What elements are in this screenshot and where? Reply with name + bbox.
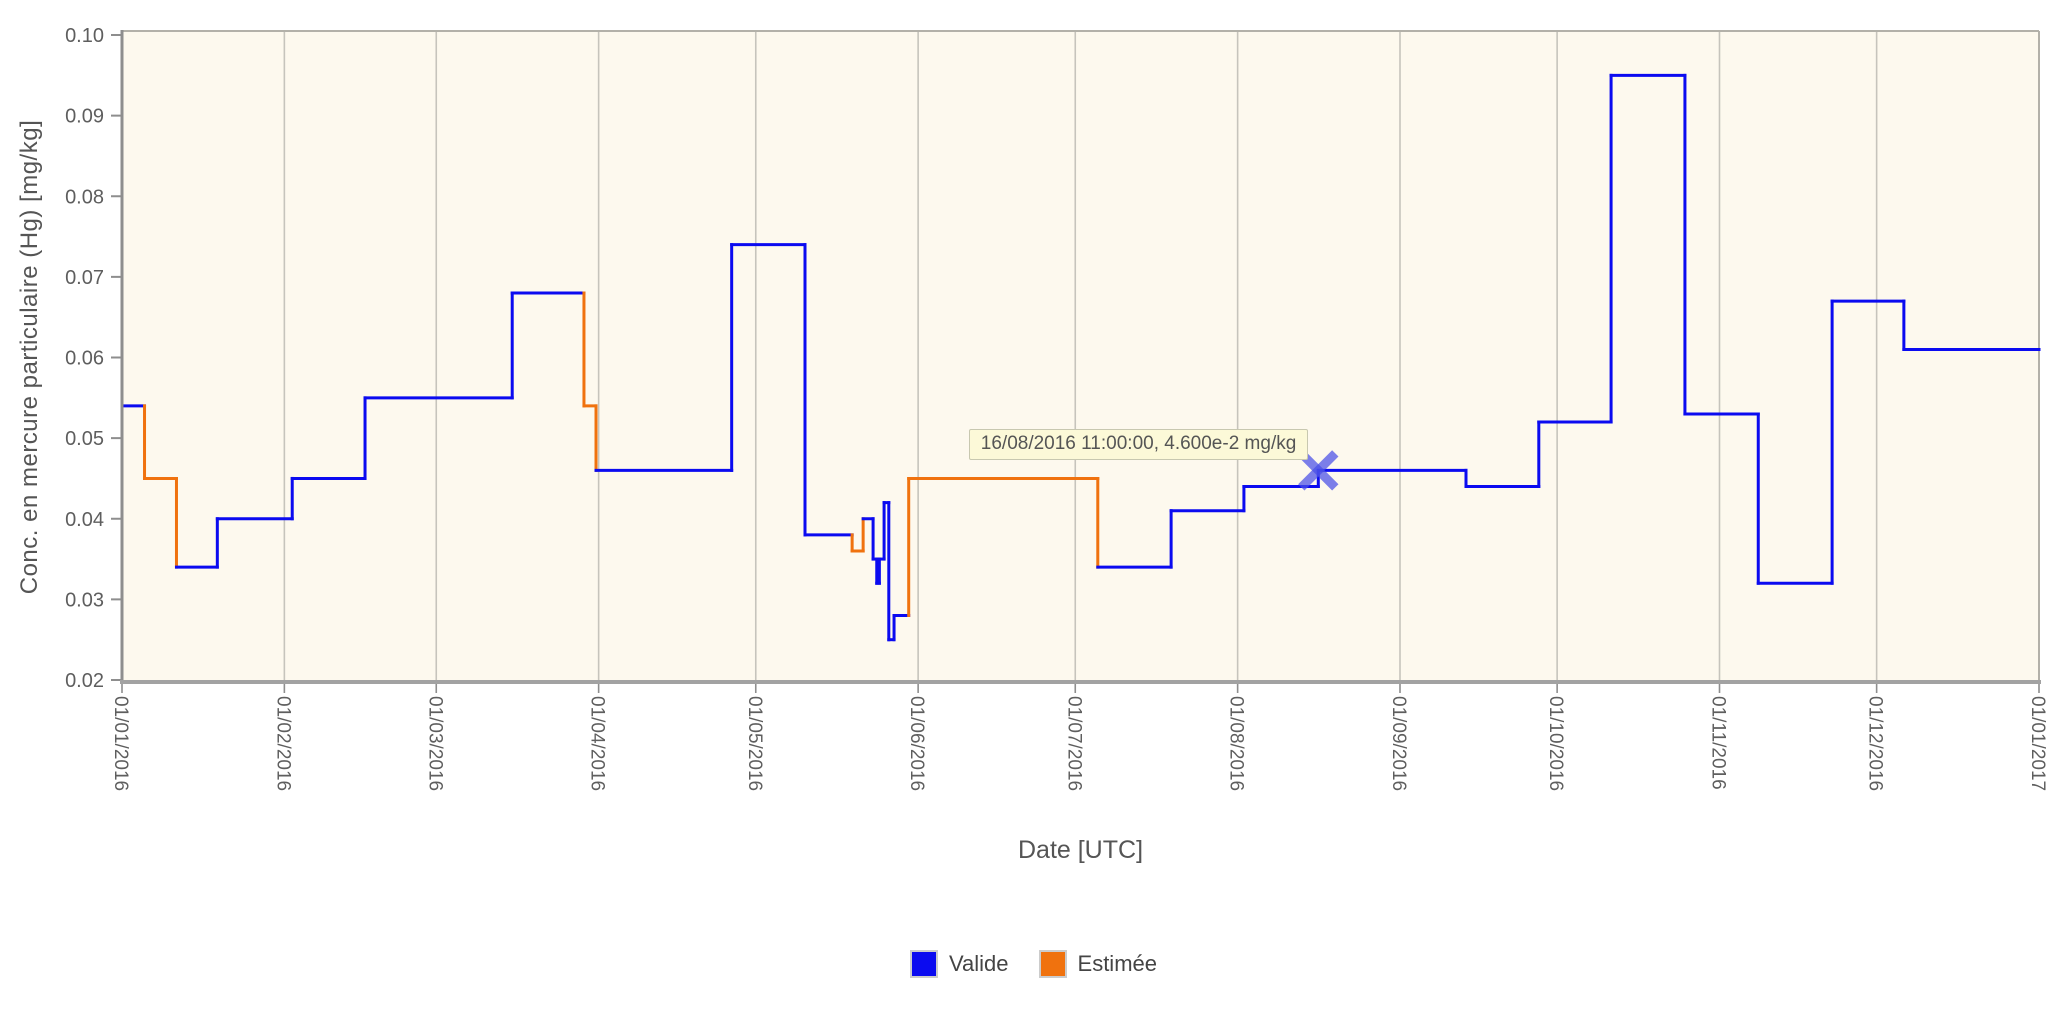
x-tick-label: 01/08/2016 [1226,696,1247,791]
x-tick-label: 01/01/2017 [2027,696,2048,791]
x-tick-label: 01/07/2016 [1063,696,1084,791]
y-tick-label: 0.09 [65,106,104,128]
x-tick-label: 01/03/2016 [424,696,445,791]
x-tick-label: 01/12/2016 [1865,696,1886,791]
x-tick-label: 01/06/2016 [906,696,927,791]
valide-swatch-icon [909,950,938,978]
y-tick-label: 0.05 [65,428,104,450]
x-tick-label: 01/11/2016 [1708,696,1729,790]
tooltip-text: 16/08/2016 11:00:00, 4.600e-2 mg/kg [980,433,1297,455]
y-tick-label: 0.08 [65,186,104,208]
y-tick-label: 0.04 [65,509,104,531]
x-tick-label: 01/04/2016 [587,696,608,791]
x-tick-label: 01/01/2016 [110,696,131,791]
y-tick-label: 0.02 [65,670,104,692]
x-tick-label: 01/10/2016 [1545,696,1566,791]
x-tick-label: 01/09/2016 [1388,696,1409,791]
y-axis-title: Conc. en mercure particulaire (Hg) [mg/k… [16,119,43,595]
y-tick-label: 0.06 [65,348,104,370]
y-tick-label: 0.10 [65,25,104,47]
x-axis: 01/01/2016 01/02/2016 01/03/2016 01/04/2016… [110,680,2048,791]
x-axis-title: Date [UTC] [1017,836,1144,864]
chart-legend: Valide Estimée [0,950,2067,978]
x-tick-label: 01/02/2016 [272,696,293,791]
legend-item-estimee[interactable]: Estimée [1038,950,1157,978]
gridlines [283,32,1878,680]
y-axis: 0.02 0.03 0.04 0.05 0.06 0.07 0.08 0.09 0.10 [65,25,124,692]
hover-tooltip: 16/08/2016 11:00:00, 4.600e-2 mg/kg [968,429,1309,461]
legend-label-estimee: Estimée [1077,951,1157,976]
x-tick-label: 01/05/2016 [744,696,765,791]
plot-area [122,31,2039,680]
estimee-swatch-icon [1038,950,1067,978]
step-series [120,73,2041,642]
y-tick-label: 0.07 [65,267,104,289]
y-tick-label: 0.03 [65,589,104,611]
legend-label-valide: Valide [948,951,1009,976]
legend-item-valide[interactable]: Valide [909,950,1009,978]
